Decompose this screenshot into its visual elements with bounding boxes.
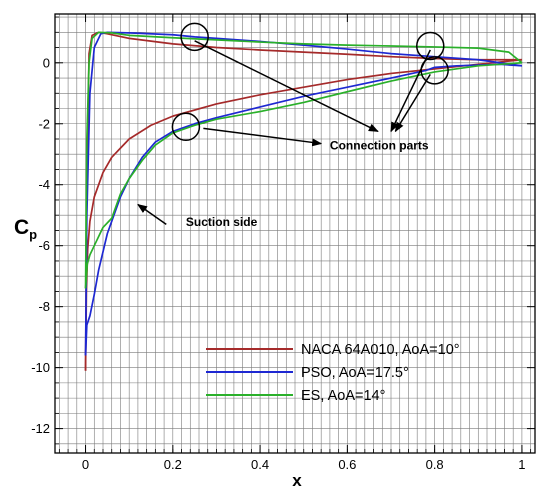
y-tick-label: 0 — [43, 55, 50, 70]
legend: NACA 64A010, AoA=10° PSO, AoA=17.5° ES, Ao… — [206, 342, 460, 404]
annotation-arrow — [203, 127, 323, 147]
annotations: Connection parts Suction side — [137, 22, 449, 229]
y-axis-title: Cp — [14, 216, 37, 242]
x-tick-label: 0 — [82, 457, 89, 472]
series-line-upper — [84, 63, 522, 356]
legend-label: NACA 64A010, AoA=10° — [301, 342, 460, 358]
legend-label: ES, AoA=14° — [301, 388, 385, 404]
annotation-arrow — [194, 40, 379, 133]
grid — [55, 14, 535, 453]
x-tick-label: 0.8 — [426, 457, 444, 472]
legend-label: PSO, AoA=17.5° — [301, 365, 409, 381]
y-tick-label: -6 — [38, 238, 50, 253]
series-line-lower — [84, 31, 523, 356]
x-tick-label: 0.2 — [164, 457, 182, 472]
series-line-lower — [84, 31, 523, 289]
x-axis-title: x — [292, 471, 302, 489]
y-tick-label: -2 — [38, 116, 50, 131]
y-tick-label: -10 — [31, 360, 50, 375]
y-tick-label: -8 — [38, 299, 50, 314]
highlight-circle — [171, 112, 201, 142]
series-2 — [84, 31, 523, 356]
annotation-label: Suction side — [186, 215, 258, 229]
series-line-upper — [84, 58, 522, 371]
annotation-arrow — [137, 203, 167, 225]
annotation-arrow — [390, 49, 431, 133]
highlight-circle — [416, 31, 445, 61]
highlight-circle — [180, 22, 209, 52]
ticks: 0 0.2 0.4 0.6 0.8 1 0 -2 -4 -6 -8 -10 -12 — [31, 14, 535, 472]
series-lines — [84, 31, 523, 371]
series-line-upper — [84, 61, 522, 289]
x-tick-label: 1 — [518, 457, 525, 472]
y-tick-label: -4 — [38, 177, 50, 192]
y-tick-label: -12 — [31, 421, 50, 436]
annotation-arrow — [394, 73, 431, 133]
y-axis-title-subscript: p — [29, 227, 37, 242]
x-tick-label: 0.4 — [251, 457, 269, 472]
y-axis-title-main: C — [14, 216, 29, 239]
series-3 — [84, 31, 523, 289]
annotation-label: Connection parts — [330, 139, 429, 153]
x-tick-label: 0.6 — [338, 457, 356, 472]
